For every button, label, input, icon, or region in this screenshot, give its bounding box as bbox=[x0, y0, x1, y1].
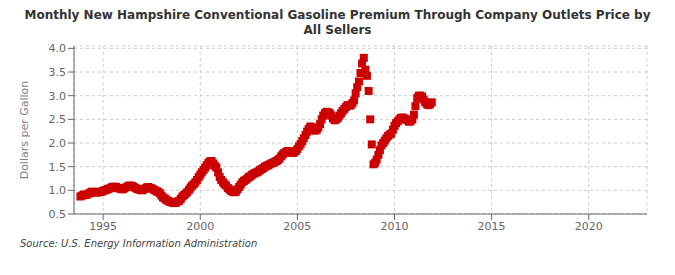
svg-text:1.5: 1.5 bbox=[49, 161, 67, 174]
svg-text:0.5: 0.5 bbox=[49, 208, 67, 221]
svg-text:3.0: 3.0 bbox=[49, 90, 67, 103]
svg-text:1.0: 1.0 bbox=[49, 184, 67, 197]
svg-text:2.0: 2.0 bbox=[49, 137, 67, 150]
svg-text:4.0: 4.0 bbox=[49, 42, 67, 55]
svg-text:2010: 2010 bbox=[380, 220, 408, 233]
html-text:Monthly New Hampshire Conventi: Monthly New Hampshire Conventional Gasol… bbox=[24, 8, 651, 37]
svg-text:2.5: 2.5 bbox=[49, 113, 67, 126]
svg-text:3.5: 3.5 bbox=[49, 66, 67, 79]
svg-text:Dollars per Gallon: Dollars per Gallon bbox=[18, 81, 31, 180]
svg-text:2020: 2020 bbox=[575, 220, 603, 233]
svg-text:2005: 2005 bbox=[283, 220, 311, 233]
svg-text:1995: 1995 bbox=[89, 220, 117, 233]
html-text:Source: U.S. Energy Informatio: Source: U.S. Energy Information Administ… bbox=[20, 238, 258, 249]
svg-text:2015: 2015 bbox=[478, 220, 506, 233]
svg-text:2000: 2000 bbox=[186, 220, 214, 233]
